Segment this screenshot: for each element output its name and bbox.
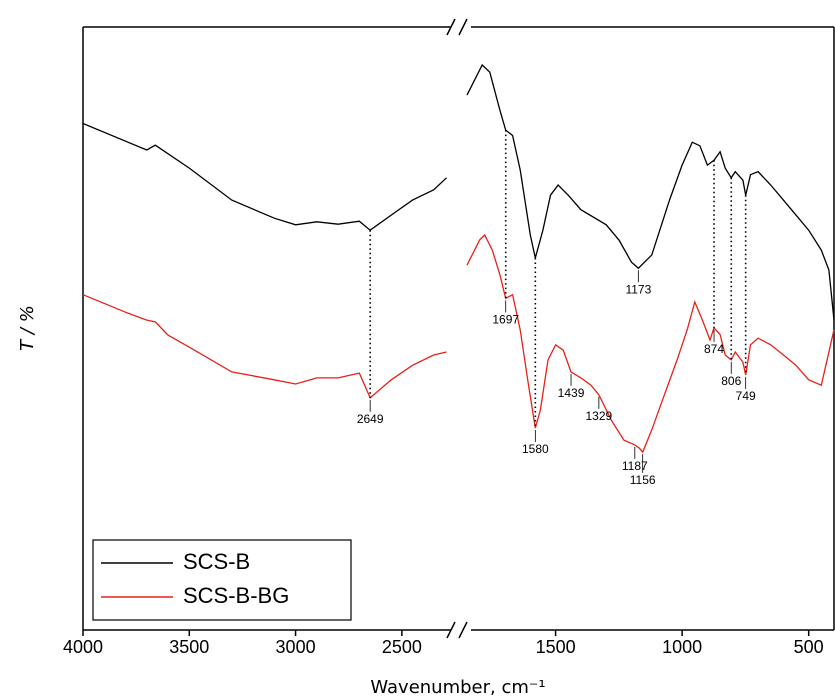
x-tick-label: 3000 [276,637,316,657]
peak-label: 874 [704,342,724,356]
peak-label: 749 [736,389,756,403]
axis-break [458,18,468,36]
peak-label: 1439 [558,386,585,400]
y-axis-title: T / % [17,305,38,351]
x-tick-label: 4000 [63,637,103,657]
peak-label: 1580 [522,442,549,456]
x-tick-label: 3500 [169,637,209,657]
peak-label: 1187 [622,459,648,473]
x-tick-label: 2500 [382,637,422,657]
x-tick-label: 1000 [662,637,702,657]
x-axis-title: Wavenumber, cm⁻¹ [370,677,545,698]
spectrum-line [466,63,835,321]
peak-label: 2649 [357,412,384,426]
legend-label: SCS-B-BG [183,583,289,608]
axis-break [446,18,456,36]
x-tick-label: 500 [794,637,824,657]
peak-label: 1156 [630,473,656,487]
peak-label: 1697 [492,313,519,327]
spectrum-line [82,122,447,232]
legend-label: SCS-B [183,549,250,574]
spectrum-line [82,294,447,399]
axis-break [446,621,456,639]
spectrum-line [466,233,835,454]
axis-break [458,621,468,639]
x-tick-label: 1500 [536,637,576,657]
peak-label: 1329 [586,409,613,423]
peak-label: 1173 [625,282,651,296]
legend-box [92,539,352,621]
peak-label: 806 [721,374,741,388]
